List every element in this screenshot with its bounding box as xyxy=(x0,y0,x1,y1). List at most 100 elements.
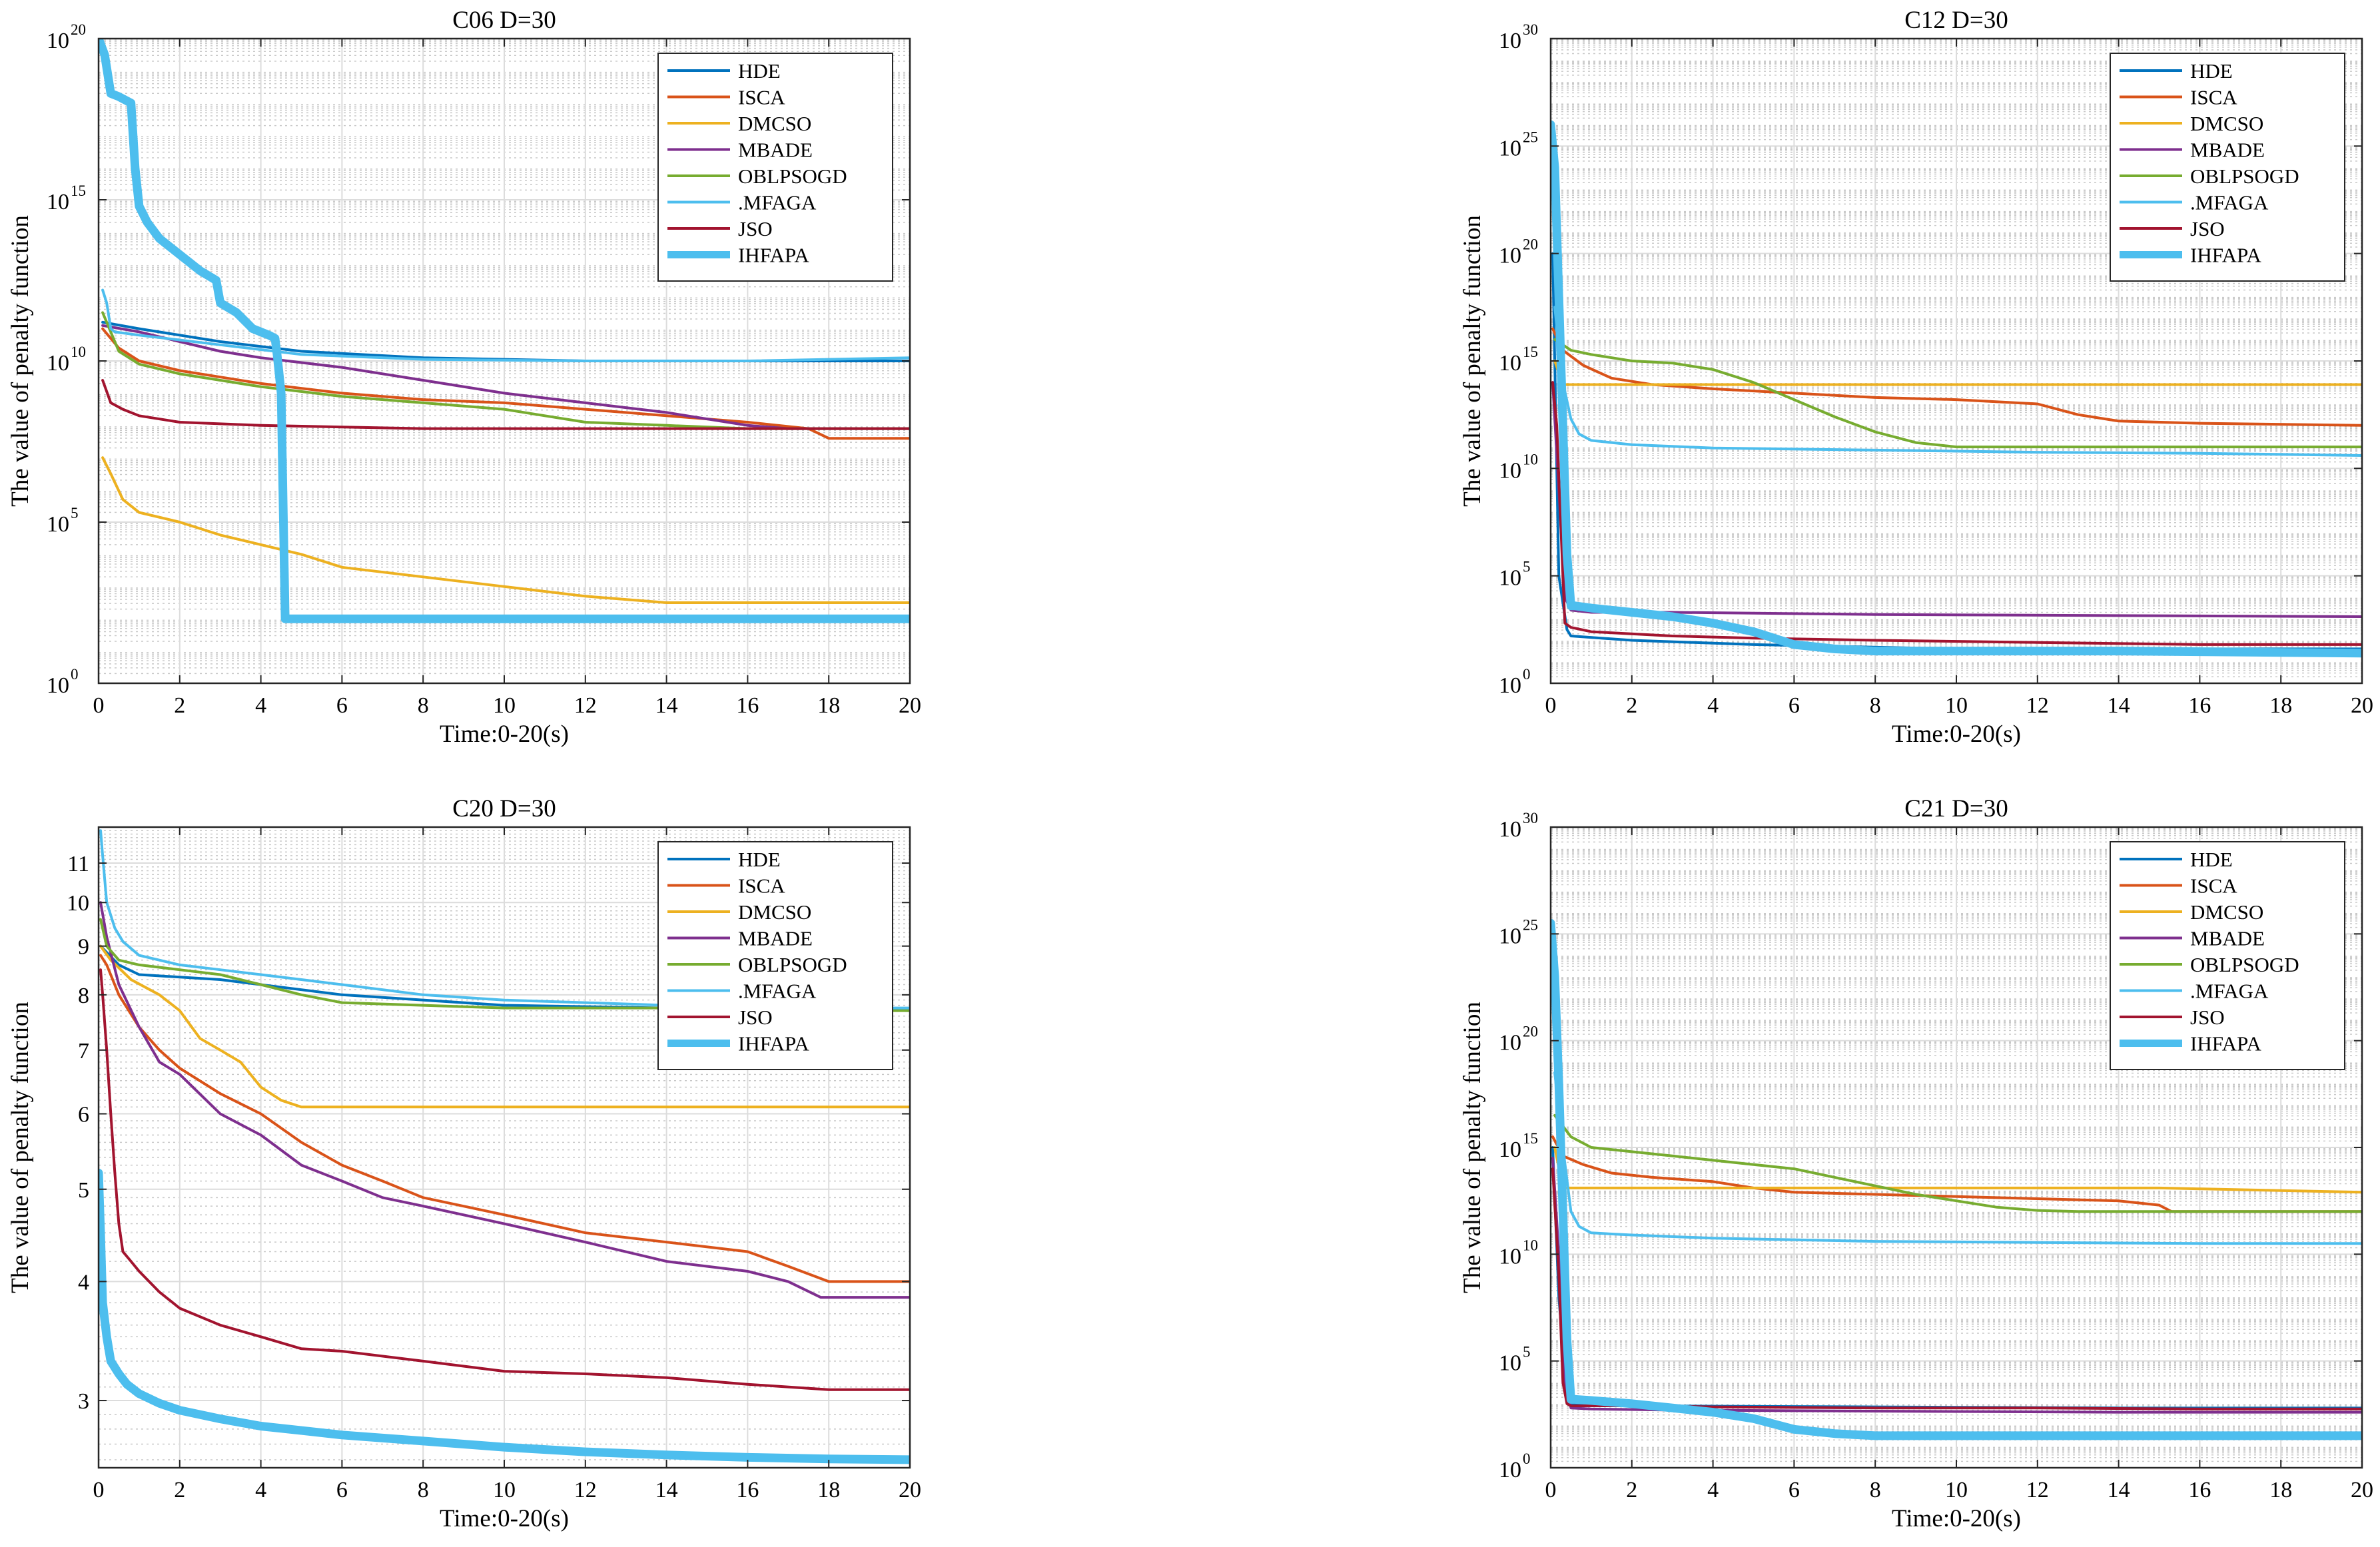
x-tick-label: 12 xyxy=(574,1478,597,1502)
series-group xyxy=(99,39,910,623)
x-tick-label: 20 xyxy=(2351,693,2373,718)
x-tick-label: 18 xyxy=(817,1478,840,1502)
y-tick-exponent: 25 xyxy=(1523,129,1538,145)
series-line-mfaga xyxy=(101,288,910,362)
legend-item: OBLPSOGD xyxy=(2120,164,2299,188)
x-tick-label: 0 xyxy=(1545,1478,1557,1502)
legend-label: JSO xyxy=(738,1006,773,1029)
legend-item: MBADE xyxy=(667,927,813,950)
series-line-mfaga xyxy=(1553,1071,2362,1245)
x-axis-label: Time:0-20(s) xyxy=(440,721,569,748)
legend-item: IHFAPA xyxy=(667,1032,809,1056)
y-tick-label: 10 xyxy=(47,190,69,214)
series-line-jso xyxy=(1551,381,2362,646)
legend-label: MBADE xyxy=(738,139,813,162)
legend-item: HDE xyxy=(667,59,781,83)
y-axis-label: The value of penalty function xyxy=(1459,1002,1486,1293)
x-tick-label: 2 xyxy=(174,693,185,718)
series-line-isca xyxy=(101,327,910,440)
x-tick-label: 10 xyxy=(1945,693,1968,718)
legend-item: JSO xyxy=(2120,1006,2225,1029)
legend-box xyxy=(657,53,893,282)
series-line-mfaga xyxy=(1553,306,2362,457)
x-tick-label: 2 xyxy=(1626,1478,1637,1502)
legend-label: HDE xyxy=(2190,59,2233,83)
y-tick-exponent: 30 xyxy=(1523,21,1538,38)
legend-label: IHFAPA xyxy=(2190,244,2261,267)
series-line-isca xyxy=(1551,327,2362,427)
x-tick-label: 6 xyxy=(1788,1478,1800,1502)
x-tick-label: 0 xyxy=(93,693,105,718)
x-axis-label: Time:0-20(s) xyxy=(440,1505,569,1532)
x-tick-label: 2 xyxy=(174,1478,185,1502)
legend-label: OBLPSOGD xyxy=(2190,164,2299,188)
legend-label: .MFAGA xyxy=(738,980,817,1003)
y-tick-exponent: 15 xyxy=(1523,1130,1538,1147)
legend-label: ISCA xyxy=(2190,86,2237,109)
legend-item: ISCA xyxy=(667,86,785,109)
legend-item: DMCSO xyxy=(2120,112,2263,135)
y-tick-exponent: 15 xyxy=(71,182,86,199)
y-tick-label: 10 xyxy=(1499,1137,1521,1162)
x-tick-label: 10 xyxy=(493,1478,516,1502)
y-tick-label: 10 xyxy=(1499,351,1521,376)
legend-item: ISCA xyxy=(667,874,785,898)
legend-box xyxy=(2110,841,2345,1070)
legend-label: .MFAGA xyxy=(738,191,817,214)
chart-title: C06 D=30 xyxy=(452,7,556,34)
legend-label: JSO xyxy=(738,217,773,240)
y-tick-label: 10 xyxy=(1499,673,1521,698)
legend-label: .MFAGA xyxy=(2190,191,2269,214)
x-tick-label: 18 xyxy=(817,693,840,718)
legend-item: IHFAPA xyxy=(2120,244,2261,267)
y-tick-label: 10 xyxy=(47,29,69,53)
y-axis-label: The value of penalty function xyxy=(7,1002,34,1293)
x-tick-label: 8 xyxy=(418,693,429,718)
legend-label: MBADE xyxy=(738,927,813,950)
x-axis: 0 2 4 6 8 10 12 14 16 18 20 xyxy=(1545,827,2373,1502)
legend-item: MBADE xyxy=(667,139,813,162)
series-group xyxy=(1551,120,2362,658)
y-tick-label: 10 xyxy=(47,512,69,537)
legend-label: .MFAGA xyxy=(2190,980,2269,1003)
y-tick-label: 10 xyxy=(1499,817,1521,842)
legend-item: DMCSO xyxy=(667,112,811,135)
x-tick-label: 0 xyxy=(1545,693,1557,718)
legend-label: HDE xyxy=(738,848,781,871)
y-tick-exponent: 5 xyxy=(71,505,79,521)
legend-label: DMCSO xyxy=(738,112,811,135)
x-tick-label: 14 xyxy=(2108,693,2130,718)
y-tick-label: 6 xyxy=(78,1103,89,1127)
y-tick-exponent: 5 xyxy=(1523,1344,1531,1361)
legend-label: ISCA xyxy=(738,874,785,898)
y-tick-label: 10 xyxy=(1499,924,1521,948)
y-tick-label: 10 xyxy=(1499,244,1521,268)
legend-item: OBLPSOGD xyxy=(667,164,847,188)
x-tick-label: 4 xyxy=(1707,693,1719,718)
legend-item: HDE xyxy=(2120,59,2233,83)
x-axis-label: Time:0-20(s) xyxy=(1892,1505,2021,1532)
y-tick-label: 10 xyxy=(47,351,69,376)
x-tick-label: 10 xyxy=(493,693,516,718)
y-tick-label: 10 xyxy=(67,891,89,916)
x-tick-label: 18 xyxy=(2269,693,2292,718)
y-tick-label: 10 xyxy=(1499,566,1521,591)
x-axis: 0 2 4 6 8 10 12 14 16 18 20 xyxy=(1545,39,2373,718)
x-tick-label: 14 xyxy=(655,1478,678,1502)
chart-c20: 0 2 4 6 8 10 12 14 16 18 20 3 4 5 6 7 8 9 10 11 C20 D=30 Time… xyxy=(7,795,921,1532)
series-line-ihfapa xyxy=(99,39,910,623)
legend-box xyxy=(657,841,893,1070)
x-tick-label: 6 xyxy=(336,1478,348,1502)
legend-label: IHFAPA xyxy=(738,244,809,267)
legend-item: .MFAGA xyxy=(2120,191,2269,214)
y-tick-label: 10 xyxy=(1499,1244,1521,1269)
legend-item: .MFAGA xyxy=(667,980,817,1003)
legend-label: JSO xyxy=(2190,1006,2225,1029)
y-axis-label: The value of penalty function xyxy=(7,215,34,507)
legend-item: .MFAGA xyxy=(2120,980,2269,1003)
